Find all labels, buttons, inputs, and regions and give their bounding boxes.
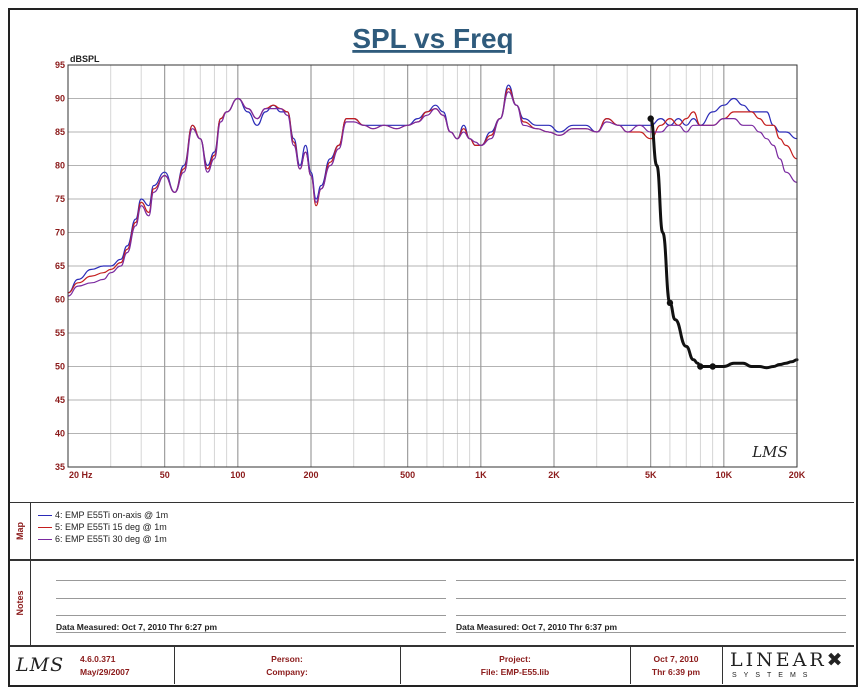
brand-logo: LINEAR✖ <box>730 649 846 671</box>
note-line <box>456 598 846 599</box>
notes-tab: Notes <box>10 561 31 645</box>
brand-name: LINEAR <box>730 649 827 671</box>
x-tick-label: 1K <box>475 470 487 480</box>
x-tick-label: 20 Hz <box>69 470 93 480</box>
y-tick-label: 50 <box>55 362 65 372</box>
version: 4.6.0.371 <box>80 654 116 664</box>
lms-logo: LMS <box>16 654 65 676</box>
legend-label: 5: EMP E55Ti 15 deg @ 1m <box>55 522 167 532</box>
y-tick-label: 35 <box>55 462 65 472</box>
x-tick-label: 100 <box>230 470 245 480</box>
legend-tab-label: Map <box>15 522 25 540</box>
report-frame: SPL vs Freq dBSPL 35 40 45 50 55 60 65 70 75 80 85… <box>8 8 858 687</box>
note-line <box>456 580 846 581</box>
note-line <box>456 615 846 616</box>
note-line <box>56 632 446 633</box>
chart-title: SPL vs Freq <box>352 23 513 54</box>
series-point <box>666 299 674 307</box>
series-line <box>649 117 799 370</box>
footer: LMS 4.6.0.371 May/29/2007 Person: Compan… <box>10 646 854 684</box>
legend-item: 6: EMP E55Ti 30 deg @ 1m <box>38 534 167 545</box>
brand-x-icon: ✖ <box>826 649 846 671</box>
y-tick-label: 40 <box>55 429 65 439</box>
footer-time: Thr 6:39 pm <box>651 667 701 677</box>
y-tick-labels: 35 40 45 50 55 60 65 70 75 80 85 90 95 <box>55 60 65 472</box>
note-line <box>56 598 446 599</box>
y-tick-label: 85 <box>55 127 65 137</box>
version-date: May/29/2007 <box>80 667 130 677</box>
footer-project-cell: Project: File: EMP-E55.lib <box>400 647 631 684</box>
footer-date: Oct 7, 2010 <box>653 654 699 664</box>
series-point <box>709 363 716 370</box>
footer-person-cell: Person: Company: <box>174 647 401 684</box>
lms-watermark: LMS <box>751 443 788 461</box>
y-tick-label: 95 <box>55 60 65 70</box>
spl-chart: SPL vs Freq dBSPL 35 40 45 50 55 60 65 70 75 80 85… <box>55 23 806 480</box>
plot-border <box>67 64 798 468</box>
legend-tab: Map <box>10 503 31 559</box>
note-line <box>456 632 846 633</box>
legend-swatch <box>38 515 52 517</box>
x-tick-labels: 20 Hz 50 100 200 500 1K 2K 5K 10K 20K <box>69 470 806 480</box>
y-tick-label: 70 <box>55 228 65 238</box>
right-measured-date: Data Measured: Oct 7, 2010 Thr 6:37 pm <box>456 622 618 632</box>
series-line <box>67 91 798 297</box>
note-line <box>56 615 446 616</box>
series-lines <box>67 84 799 370</box>
legend-swatch <box>38 539 52 541</box>
x-tick-label: 20K <box>789 470 806 480</box>
legend-label: 6: EMP E55Ti 30 deg @ 1m <box>55 534 167 544</box>
file-label: File: EMP-E55.lib <box>480 667 550 677</box>
left-measured-date: Data Measured: Oct 7, 2010 Thr 6:27 pm <box>56 622 218 632</box>
footer-version-cell: LMS 4.6.0.371 May/29/2007 <box>10 647 175 684</box>
legend-label: 4: EMP E55Ti on-axis @ 1m <box>55 510 169 520</box>
legend-box: Map 4: EMP E55Ti on-axis @ 1m 5: EMP E55… <box>10 502 854 560</box>
series-point <box>697 363 704 370</box>
x-tick-label: 2K <box>548 470 560 480</box>
x-tick-label: 200 <box>303 470 318 480</box>
legend-item: 4: EMP E55Ti on-axis @ 1m <box>38 510 168 521</box>
project-label: Project: <box>499 654 531 664</box>
series-point <box>647 115 654 122</box>
y-axis-label: dBSPL <box>70 54 100 64</box>
person-label: Person: <box>271 654 303 664</box>
x-tick-label: 5K <box>645 470 657 480</box>
y-tick-label: 80 <box>55 161 65 171</box>
y-tick-label: 65 <box>55 261 65 271</box>
notes-box: Notes Data Measured: Oct 7, 2010 Thr 6:2… <box>10 560 854 646</box>
y-tick-label: 55 <box>55 328 65 338</box>
footer-brand-cell: LINEAR✖ SYSTEMS <box>722 647 854 684</box>
y-tick-label: 90 <box>55 94 65 104</box>
series-line <box>67 87 798 294</box>
company-label: Company: <box>266 667 308 677</box>
brand-subtitle: SYSTEMS <box>732 672 815 679</box>
note-line <box>56 580 446 581</box>
x-tick-label: 50 <box>160 470 170 480</box>
x-tick-label: 10K <box>716 470 733 480</box>
legend-item: 5: EMP E55Ti 15 deg @ 1m <box>38 522 167 533</box>
legend-swatch <box>38 527 52 529</box>
x-tick-label: 500 <box>400 470 415 480</box>
y-tick-label: 75 <box>55 194 65 204</box>
notes-tab-label: Notes <box>15 590 25 616</box>
footer-date-cell: Oct 7, 2010 Thr 6:39 pm <box>630 647 723 684</box>
y-tick-label: 60 <box>55 295 65 305</box>
y-tick-label: 45 <box>55 395 65 405</box>
